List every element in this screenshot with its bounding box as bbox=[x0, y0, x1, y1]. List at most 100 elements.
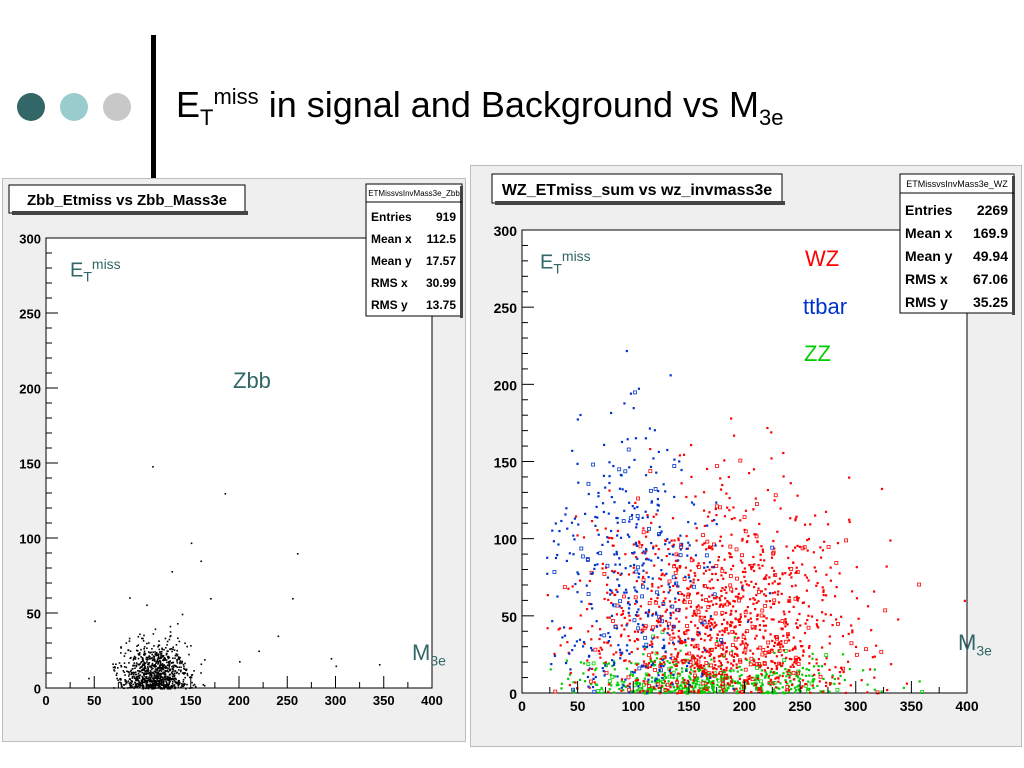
WZ-point bbox=[800, 546, 805, 551]
zbb-point bbox=[155, 651, 158, 654]
zbb-point bbox=[151, 680, 154, 683]
zbb-point bbox=[171, 650, 173, 653]
ZZ-point bbox=[602, 662, 605, 665]
WZ-point bbox=[683, 641, 686, 644]
WZ-point bbox=[711, 671, 714, 674]
ttbar-point bbox=[679, 542, 684, 547]
ZZ-point bbox=[817, 665, 820, 668]
zbb-point bbox=[184, 662, 186, 665]
zbb-point bbox=[146, 687, 148, 690]
WZ-point bbox=[781, 572, 784, 575]
ZZ-point bbox=[755, 666, 759, 670]
WZ-point bbox=[726, 682, 730, 685]
zbb-point bbox=[120, 683, 123, 685]
ZZ-point bbox=[649, 691, 652, 694]
zbb-point bbox=[182, 680, 185, 683]
WZ-point bbox=[676, 568, 679, 572]
ttbar-point bbox=[596, 516, 599, 519]
WZ-point bbox=[766, 645, 769, 649]
WZ-point bbox=[739, 616, 742, 619]
ttbar-point bbox=[655, 611, 658, 614]
WZ-point bbox=[795, 570, 798, 574]
zbb-point bbox=[145, 677, 148, 680]
zbb-point bbox=[163, 675, 166, 678]
zbb-point bbox=[152, 682, 154, 685]
zbb-point bbox=[182, 678, 185, 681]
WZ-point bbox=[838, 682, 841, 685]
WZ-point bbox=[609, 644, 612, 647]
ttbar-point bbox=[595, 620, 598, 623]
WZ-point bbox=[767, 582, 770, 586]
WZ-point bbox=[889, 539, 892, 542]
WZ-point bbox=[683, 678, 686, 681]
ZZ-point bbox=[740, 684, 743, 687]
ttbar-point bbox=[605, 563, 610, 568]
WZ-point bbox=[709, 663, 714, 668]
zbb-point bbox=[149, 680, 151, 683]
ttbar-point bbox=[670, 604, 675, 609]
zbb-point bbox=[192, 684, 195, 687]
zbb-point bbox=[157, 682, 160, 685]
WZ-point bbox=[676, 653, 680, 656]
ttbar-point bbox=[571, 687, 575, 692]
ttbar-point bbox=[624, 567, 627, 570]
WZ-point bbox=[743, 575, 746, 578]
ZZ-point bbox=[764, 671, 767, 674]
ttbar-point bbox=[602, 474, 606, 477]
ZZ-point bbox=[920, 690, 925, 694]
x-tick-label: 300 bbox=[844, 698, 868, 714]
ZZ-point bbox=[761, 692, 764, 695]
WZ-point bbox=[557, 628, 560, 631]
ttbar-point bbox=[602, 443, 606, 447]
ZZ-point bbox=[755, 686, 759, 691]
WZ-point bbox=[684, 685, 687, 688]
WZ-point bbox=[638, 541, 641, 544]
ZZ-point bbox=[656, 681, 659, 684]
ZZ-point bbox=[616, 681, 619, 684]
zbb-point bbox=[157, 644, 160, 647]
zbb-point bbox=[166, 661, 168, 664]
WZ-point bbox=[686, 547, 689, 550]
zbb-outlier-point bbox=[277, 635, 280, 638]
zbb-point bbox=[166, 652, 168, 655]
zbb-point bbox=[144, 670, 146, 672]
zbb-point bbox=[150, 684, 153, 686]
WZ-point bbox=[819, 556, 823, 559]
WZ-point bbox=[722, 577, 725, 580]
zbb-point bbox=[137, 672, 140, 675]
zbb-point bbox=[140, 661, 143, 663]
WZ-point bbox=[792, 665, 795, 669]
WZ-point bbox=[730, 609, 733, 612]
WZ-point bbox=[763, 615, 766, 618]
WZ-point bbox=[649, 657, 652, 660]
ttbar-point bbox=[618, 648, 622, 651]
ttbar-point bbox=[635, 523, 638, 526]
ttbar-point bbox=[671, 683, 674, 686]
zbb-point bbox=[153, 645, 155, 647]
WZ-point bbox=[739, 643, 742, 646]
zbb-point bbox=[186, 683, 188, 686]
WZ-point bbox=[670, 681, 673, 684]
WZ-point bbox=[711, 594, 714, 597]
ttbar-point bbox=[628, 501, 631, 504]
WZ-point bbox=[642, 630, 645, 633]
WZ-point bbox=[689, 558, 694, 563]
WZ-point bbox=[659, 624, 662, 627]
ZZ-point bbox=[670, 666, 673, 669]
zbb-point bbox=[150, 666, 153, 669]
WZ-point bbox=[730, 654, 734, 657]
ttbar-point bbox=[593, 563, 597, 567]
WZ-point bbox=[678, 608, 681, 611]
legend-item-wz: WZ bbox=[805, 246, 840, 271]
ttbar-point bbox=[673, 458, 676, 461]
WZ-point bbox=[815, 584, 818, 587]
WZ-point bbox=[678, 566, 681, 569]
zbb-point bbox=[184, 668, 186, 670]
WZ-point bbox=[824, 684, 828, 688]
WZ-point bbox=[693, 666, 696, 670]
zbb-point bbox=[144, 678, 146, 680]
WZ-point bbox=[763, 604, 768, 608]
stats-label: Entries bbox=[905, 202, 953, 218]
ttbar-point bbox=[679, 548, 682, 551]
